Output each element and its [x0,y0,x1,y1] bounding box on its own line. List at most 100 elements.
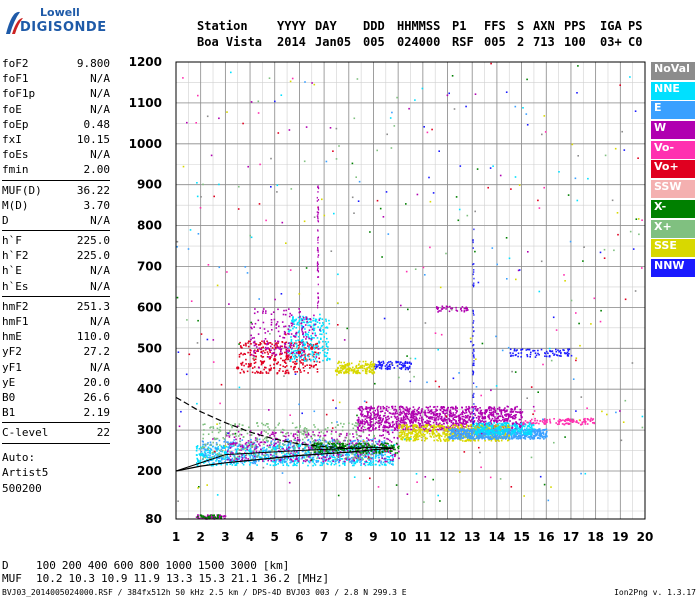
echo-point-w [446,412,448,414]
echo-point-e [283,461,286,463]
echo-point-x-plus [327,441,329,443]
echo-point-w [310,446,313,449]
echo-point-w [450,421,453,424]
echo-point-x-plus [225,431,228,434]
echo-point-x-minus [365,452,368,455]
echo-point-e [536,430,539,433]
echo-point-nne [500,433,502,436]
echo-point-w [360,412,362,415]
echo-point-e [322,462,325,464]
echo-point-w [396,443,399,446]
echo-point-sse [468,428,471,431]
echo-point-vo-minus [544,420,546,423]
echo-point-x-plus [363,441,366,444]
parameter-row: yF2 27.2 [2,344,110,359]
echo-point-x-minus [329,447,332,449]
echo-point-e [471,431,473,433]
echo-point-e [451,431,454,433]
echo-point-nne [364,456,366,459]
echo-point-w [426,415,429,418]
echo-point-w [399,408,401,410]
echo-point-w [358,423,361,425]
echo-point-e [331,440,334,442]
echo-point-e [507,433,509,435]
echo-point-x-minus [320,443,323,446]
echo-point-w [455,420,457,422]
echo-point-e [488,436,491,438]
echo-point-x-plus [373,434,375,437]
parameter-value: N/A [90,315,110,328]
echo-point-e [290,461,292,464]
parameter-table: foF2 9.800 foF1 N/A foF1p N/A foE N/A foEp 0.48 fx… [2,56,110,496]
echo-point-w [469,416,472,418]
echo-point-w [275,442,277,445]
echo-point-e [328,456,331,458]
echo-point-e [381,453,383,455]
echo-point-x-minus [341,449,343,451]
echo-point-e [358,459,360,461]
echo-point-nne [231,459,233,461]
parameter-name: B0 [2,390,16,404]
echo-point-nne [371,451,374,453]
echo-point-e [271,454,274,457]
echo-point-nne [500,427,502,429]
echo-point-w [503,419,506,422]
echo-point-w [501,415,504,417]
echo-point-e [474,430,476,432]
echo-point-e [218,439,221,442]
echo-point-w [357,419,359,421]
echo-point-nne [511,425,513,427]
echo-point-x-plus [302,448,304,450]
echo-point-w [519,412,522,415]
echo-point-e [506,436,509,438]
echo-point-w [493,409,496,411]
echo-point-nne [224,446,226,448]
echo-point-w [445,419,447,421]
echo-point-x-plus [352,427,355,430]
echo-point-sse [442,433,444,435]
echo-point-w [489,413,492,415]
echo-point-e [453,437,455,440]
echo-point-x-minus [330,443,333,445]
echo-point-vo-minus [544,419,546,422]
echo-point-e [377,440,380,443]
echo-point-e [522,433,525,436]
echo-point-w [486,409,488,411]
echo-point-nne [521,427,523,430]
echo-point-e [541,436,544,439]
echo-point-w [396,418,398,420]
echo-point-e [543,429,546,432]
echo-point-e [274,439,276,441]
echo-point-x-plus [355,430,357,432]
echo-point-w [234,444,237,446]
echo-point-w [320,448,322,450]
echo-point-x-plus [296,443,299,446]
echo-point-sse [426,431,429,433]
echo-point-w [361,407,364,410]
echo-point-nne [232,445,235,447]
echo-point-x-minus [316,443,318,445]
echo-point-e [460,432,463,435]
echo-point-nne [225,456,227,459]
echo-point-nne [211,456,213,459]
echo-point-e [212,453,214,455]
echo-point-e [455,433,458,436]
echo-point-w [462,421,465,424]
echo-point-w [295,441,298,444]
echo-point-x-plus [219,426,222,429]
echo-point-w [378,440,381,442]
echo-point-w [458,419,460,422]
echo-point-w [398,450,400,453]
echo-point-w [436,413,439,415]
echo-point-w [515,416,517,419]
echo-point-w [384,460,386,463]
echo-point-e [208,460,210,463]
echo-point-w [401,406,403,408]
echo-point-e [462,436,465,439]
echo-point-w [435,408,437,411]
echo-point-w [396,415,399,418]
echo-point-w [494,418,496,420]
echo-point-sse [439,434,442,437]
echo-point-w [379,422,381,424]
echo-point-w [418,417,421,419]
